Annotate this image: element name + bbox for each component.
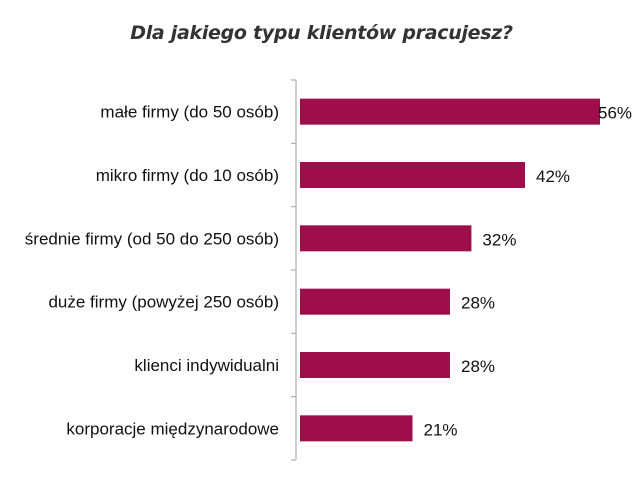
bar	[300, 415, 413, 442]
value-label: 28%	[461, 294, 495, 313]
value-label: 42%	[536, 167, 570, 186]
category-label: duże firmy (powyżej 250 osób)	[48, 293, 279, 312]
bar	[300, 98, 600, 125]
category-label: klienci indywidualni	[134, 356, 279, 375]
category-label: średnie firmy (od 50 do 250 osób)	[25, 229, 279, 248]
value-label: 32%	[482, 230, 516, 249]
category-label: mikro firmy (do 10 osób)	[96, 166, 279, 185]
value-label: 28%	[461, 357, 495, 376]
bar	[300, 162, 525, 188]
chart-title: Dla jakiego typu klientów pracujesz?	[130, 22, 513, 44]
bar	[300, 288, 450, 315]
bar	[300, 352, 450, 378]
category-label: korporacje międzynarodowe	[66, 419, 279, 438]
bar	[300, 225, 472, 252]
category-label: małe firmy (do 50 osób)	[100, 103, 279, 122]
value-label: 21%	[424, 420, 458, 439]
value-label: 56%	[598, 104, 632, 123]
